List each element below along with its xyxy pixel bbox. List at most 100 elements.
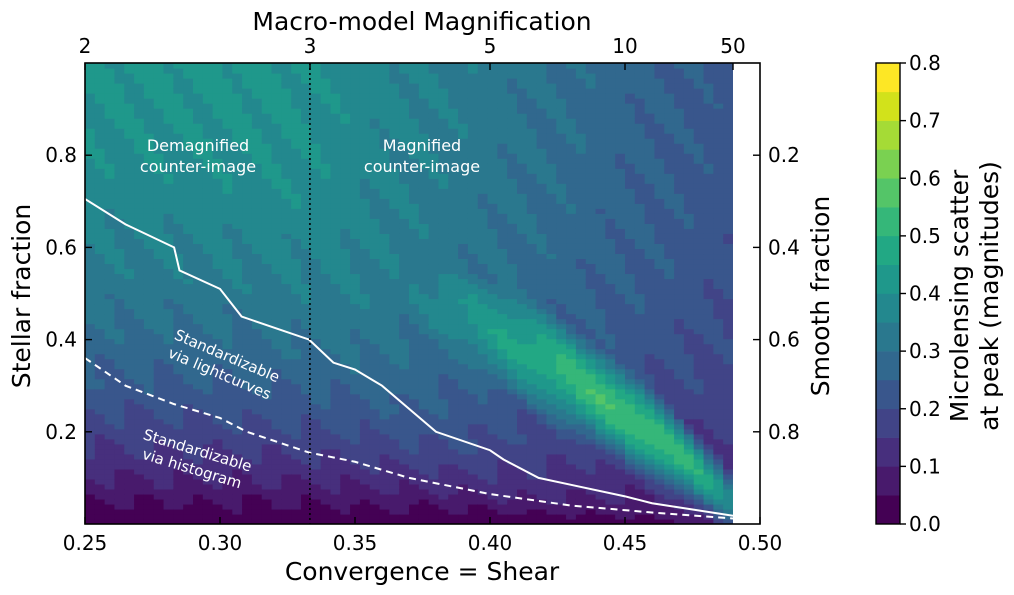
heatmap-cell xyxy=(467,363,479,370)
heatmap-cell xyxy=(212,118,224,124)
heatmap-cell xyxy=(546,83,557,89)
heatmap-cell xyxy=(242,138,253,144)
heatmap-cell xyxy=(556,328,567,335)
heatmap-cell xyxy=(467,468,479,475)
heatmap-cell xyxy=(222,363,233,370)
heatmap-cell xyxy=(173,293,184,300)
heatmap-cell xyxy=(310,263,322,270)
heatmap-cell xyxy=(104,153,116,159)
heatmap-cell xyxy=(183,328,194,335)
heatmap-cell xyxy=(438,173,449,179)
heatmap-cell xyxy=(526,463,538,470)
heatmap-cell xyxy=(163,138,174,144)
heatmap-cell xyxy=(173,223,184,229)
heatmap-cell xyxy=(517,353,528,360)
heatmap-cell xyxy=(163,303,174,310)
heatmap-cell xyxy=(507,383,518,390)
heatmap-cell xyxy=(409,243,420,250)
heatmap-cell xyxy=(114,63,125,69)
heatmap-cell xyxy=(261,243,273,250)
heatmap-cell xyxy=(556,148,567,154)
heatmap-cell xyxy=(153,303,165,310)
heatmap-cell xyxy=(418,108,430,114)
heatmap-cell xyxy=(173,198,184,204)
heatmap-cell xyxy=(458,358,469,365)
heatmap-cell xyxy=(389,153,400,159)
heatmap-cell xyxy=(477,283,489,290)
heatmap-cell xyxy=(399,138,410,144)
heatmap-cell xyxy=(153,453,165,460)
heatmap-cell xyxy=(507,118,518,124)
heatmap-cell xyxy=(585,438,597,445)
heatmap-cell xyxy=(418,513,430,520)
heatmap-cell xyxy=(242,188,253,194)
heatmap-cell xyxy=(517,363,528,370)
heatmap-cell xyxy=(251,108,263,114)
heatmap-cell xyxy=(124,123,135,129)
heatmap-cell xyxy=(153,153,165,159)
heatmap-cell xyxy=(359,468,371,475)
heatmap-cell xyxy=(418,398,430,405)
heatmap-cell xyxy=(173,298,184,305)
heatmap-cell xyxy=(409,253,420,260)
heatmap-cell xyxy=(556,223,567,229)
heatmap-cell xyxy=(409,438,420,445)
heatmap-cell xyxy=(85,93,96,99)
heatmap-cell xyxy=(261,493,273,500)
heatmap-cell xyxy=(458,193,469,199)
heatmap-cell xyxy=(104,313,116,320)
heatmap-cell xyxy=(379,308,390,315)
heatmap-cell xyxy=(173,328,184,335)
heatmap-cell xyxy=(556,263,567,270)
heatmap-cell xyxy=(163,128,174,134)
heatmap-cell xyxy=(428,278,440,285)
heatmap-cell xyxy=(85,238,96,244)
heatmap-cell xyxy=(536,313,548,320)
heatmap-cell xyxy=(487,63,498,69)
heatmap-cell xyxy=(242,388,253,395)
heatmap-cell xyxy=(271,413,282,420)
heatmap-cell xyxy=(143,148,155,154)
heatmap-cell xyxy=(517,273,528,280)
heatmap-cell xyxy=(369,323,381,330)
heatmap-cell xyxy=(301,93,312,99)
heatmap-cell xyxy=(369,418,381,425)
heatmap-cell xyxy=(438,123,449,129)
heatmap-cell xyxy=(605,458,616,465)
heatmap-cell xyxy=(212,343,224,350)
heatmap-cell xyxy=(104,133,116,139)
heatmap-cell xyxy=(536,333,548,340)
heatmap-cell xyxy=(193,428,204,435)
heatmap-cell xyxy=(418,488,430,495)
heatmap-cell xyxy=(232,208,243,214)
heatmap-cell xyxy=(497,128,508,134)
heatmap-cell xyxy=(438,288,449,295)
heatmap-cell xyxy=(467,153,479,159)
heatmap-cell xyxy=(428,293,440,300)
heatmap-cell xyxy=(526,453,538,460)
heatmap-cell xyxy=(232,508,243,515)
heatmap-cell xyxy=(261,368,273,375)
heatmap-cell xyxy=(261,108,273,114)
heatmap-cell xyxy=(183,158,194,164)
heatmap-cell xyxy=(448,93,459,99)
heatmap-cell xyxy=(369,218,381,224)
heatmap-cell xyxy=(320,223,332,229)
heatmap-cell xyxy=(546,268,557,275)
heatmap-cell xyxy=(359,478,371,485)
heatmap-cell xyxy=(143,88,155,94)
heatmap-cell xyxy=(350,183,361,189)
heatmap-cell xyxy=(556,293,567,300)
heatmap-cell xyxy=(379,428,390,435)
heatmap-cell xyxy=(350,283,361,290)
heatmap-cell xyxy=(143,318,155,325)
heatmap-cell xyxy=(467,128,479,134)
heatmap-cell xyxy=(340,418,351,425)
heatmap-cell xyxy=(124,363,135,370)
heatmap-cell xyxy=(183,148,194,154)
heatmap-cell xyxy=(222,393,233,400)
heatmap-cell xyxy=(330,448,341,455)
heatmap-cell xyxy=(291,453,302,460)
heatmap-cell xyxy=(467,103,479,109)
heatmap-cell xyxy=(497,313,508,320)
